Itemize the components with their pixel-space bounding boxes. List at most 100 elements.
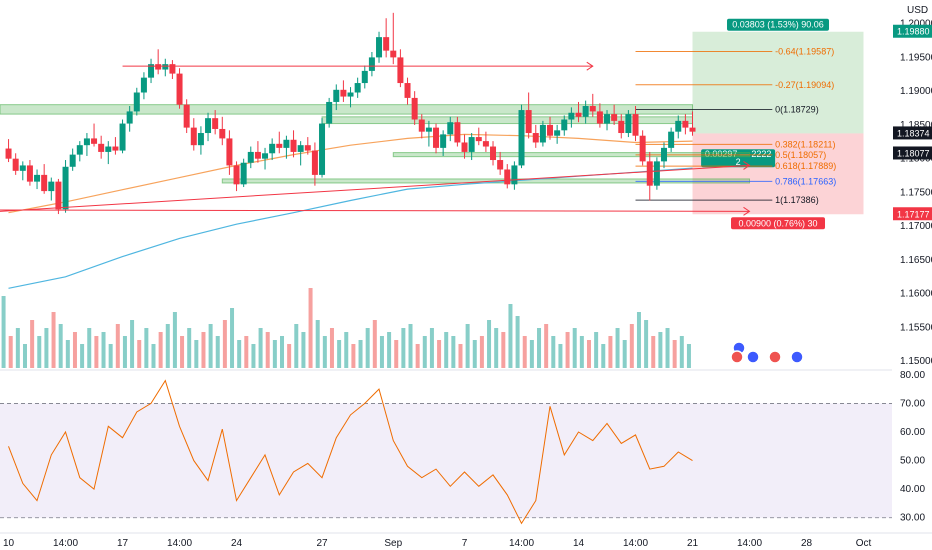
fibonacci-layer[interactable]: -0.64(1.19587) -0.27(1.19094) 0(1.18729) 0.… bbox=[635, 47, 837, 206]
volume-bar bbox=[144, 328, 149, 368]
rsi-line bbox=[8, 379, 693, 525]
time-tick-label: 14 bbox=[573, 538, 585, 549]
event-icons[interactable] bbox=[730, 341, 804, 364]
volume-bar bbox=[44, 328, 49, 368]
trendline-layer[interactable] bbox=[0, 61, 751, 216]
candle-body bbox=[62, 166, 69, 210]
volume-bar bbox=[429, 328, 434, 368]
event-icon[interactable] bbox=[768, 350, 782, 364]
target-label-box bbox=[727, 18, 830, 31]
candle-body bbox=[83, 138, 90, 146]
volume-bar bbox=[665, 328, 670, 368]
candle-body bbox=[461, 142, 468, 152]
candle-body bbox=[475, 137, 482, 142]
rsi-tick-label: 80.00 bbox=[900, 370, 925, 381]
volume-bar bbox=[422, 336, 427, 368]
volume-bar bbox=[244, 336, 249, 368]
rsi-tick-label: 60.00 bbox=[900, 427, 925, 438]
volume-bar bbox=[251, 344, 256, 368]
volume-bar bbox=[522, 336, 527, 368]
volume-bar bbox=[287, 344, 292, 368]
volume-bar bbox=[479, 336, 484, 368]
candle-body bbox=[354, 83, 361, 93]
time-tick-label: 14:00 bbox=[53, 538, 78, 549]
candle-body bbox=[504, 169, 511, 185]
fib-level-label: -0.27(1.19094) bbox=[775, 80, 834, 90]
event-icon[interactable] bbox=[746, 350, 760, 364]
volume-bar bbox=[686, 344, 691, 368]
candle-body bbox=[639, 135, 646, 162]
volume-bar bbox=[15, 328, 20, 368]
volume-bar bbox=[122, 336, 127, 368]
volume-bar bbox=[137, 340, 142, 368]
candle-body bbox=[682, 120, 689, 128]
event-icon[interactable] bbox=[790, 350, 804, 364]
price-tick-label: 1.15000 bbox=[900, 356, 932, 367]
volume-bar bbox=[94, 336, 99, 368]
volume-bar bbox=[294, 324, 299, 368]
volume-bar bbox=[329, 328, 334, 368]
volume-bar bbox=[608, 336, 613, 368]
candles-layer bbox=[5, 12, 696, 215]
candle-body bbox=[233, 165, 240, 185]
candle-body bbox=[625, 114, 632, 134]
position-tool[interactable]: 0.03803 (1.53%) 90.06 0.00900 (0.76%) 30 0… bbox=[692, 18, 864, 230]
volume-bar bbox=[151, 344, 156, 368]
candle-body bbox=[333, 89, 340, 102]
volume-bar bbox=[494, 328, 499, 368]
price-tick-label: 1.19000 bbox=[900, 86, 932, 97]
candle-body bbox=[311, 150, 318, 175]
candle-body bbox=[383, 37, 390, 51]
candle-body bbox=[319, 123, 326, 175]
price-tag-label: 1.17177 bbox=[897, 209, 930, 219]
candle-body bbox=[368, 57, 375, 71]
candle-body bbox=[604, 114, 611, 124]
volume-bar bbox=[1, 296, 6, 368]
volume-bar bbox=[394, 340, 399, 368]
candle-body bbox=[126, 111, 133, 124]
fib-level-label: 0.382(1.18211) bbox=[775, 139, 835, 149]
rsi-tick-label: 50.00 bbox=[900, 456, 925, 467]
trendline bbox=[0, 209, 750, 212]
price-tick-label: 1.18500 bbox=[900, 120, 932, 131]
volume-bar bbox=[586, 340, 591, 368]
volume-bar bbox=[344, 332, 349, 368]
candle-body bbox=[490, 146, 497, 161]
trendline-arrow bbox=[743, 206, 751, 216]
moving-average-line bbox=[8, 133, 693, 214]
price-tag-box bbox=[893, 146, 932, 160]
price-tick-label: 1.17000 bbox=[900, 221, 932, 232]
volume-bar bbox=[594, 332, 599, 368]
event-icon[interactable] bbox=[730, 350, 744, 364]
volume-bar bbox=[537, 328, 542, 368]
candle-body bbox=[34, 174, 41, 182]
profit-zone bbox=[692, 31, 864, 134]
candle-body bbox=[611, 114, 618, 121]
volume-bar bbox=[458, 344, 463, 368]
volume-bar bbox=[265, 332, 270, 368]
candle-body bbox=[497, 160, 504, 170]
position-mid-label: 0.00297 — 2222 bbox=[705, 149, 772, 159]
candle-body bbox=[433, 127, 440, 148]
candle-body bbox=[55, 181, 62, 210]
candle-body bbox=[390, 50, 397, 58]
candle-body bbox=[347, 92, 354, 97]
candle-body bbox=[133, 92, 140, 112]
time-tick-label: 17 bbox=[117, 538, 129, 549]
candle-body bbox=[254, 151, 261, 159]
candle-body bbox=[532, 133, 539, 143]
volume-bar bbox=[158, 332, 163, 368]
volume-bar bbox=[579, 336, 584, 368]
stop-label: 0.00900 (0.76%) 30 bbox=[738, 218, 817, 228]
volume-bar bbox=[372, 320, 377, 368]
candle-body bbox=[425, 127, 432, 132]
price-tick-label: 1.20000 bbox=[900, 19, 932, 30]
candle-body bbox=[661, 147, 668, 162]
volume-bar bbox=[472, 340, 477, 368]
volume-bar bbox=[658, 332, 663, 368]
candle-body bbox=[155, 64, 162, 70]
candle-body bbox=[554, 130, 561, 136]
candle-body bbox=[361, 70, 368, 84]
price-tag-box bbox=[893, 24, 932, 38]
candle-body bbox=[468, 137, 475, 152]
